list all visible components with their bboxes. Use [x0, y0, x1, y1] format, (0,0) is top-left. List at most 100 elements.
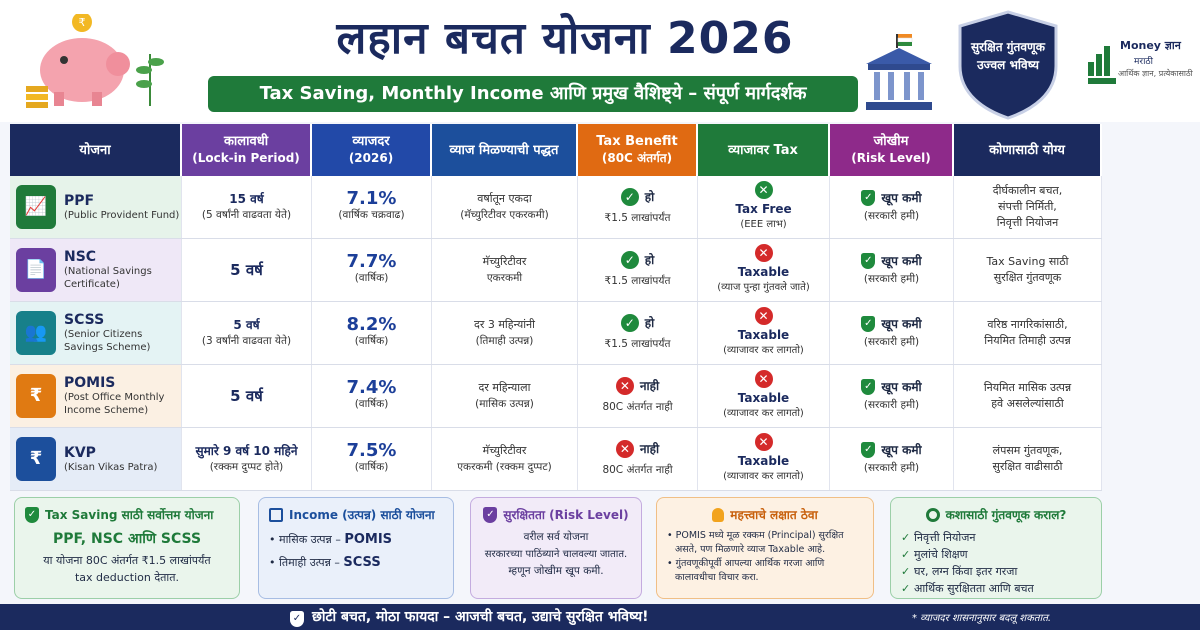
suitable-for-text: सुरक्षित वाढीसाठी [992, 460, 1063, 473]
tax-benefit-label: नाही [639, 379, 660, 393]
scheme-cell: ₹ KVP (Kisan Vikas Patra) [10, 428, 182, 490]
payout-note: एकरकमी [486, 272, 523, 284]
risk-cell: ✓ खूप कमी (सरकारी हमी) [830, 428, 954, 490]
scheme-text: KVP (Kisan Vikas Patra) [56, 445, 157, 474]
lockin-cell: सुमारे 9 वर्ष 10 महिने (रक्कम दुप्पट होते… [182, 428, 312, 490]
rate-cell: 8.2% (वार्षिक) [312, 302, 432, 364]
scheme-fullname: (Public Provident Fund) [64, 209, 180, 221]
suitable-for-text: हवे असलेल्यांसाठी [991, 397, 1064, 410]
page-title: लहान बचत योजना 2026 [336, 13, 794, 64]
lockin-cell: 5 वर्ष (3 वर्षांनी वाढवता येते) [182, 302, 312, 364]
shield-check-icon: ✓ [861, 253, 876, 269]
column-header: व्याज मिळण्याची पद्धत [432, 124, 578, 176]
rate-note: (वार्षिक) [354, 272, 389, 284]
card-list-item: ✓ घर, लग्न किंवा इतर गरजा [901, 563, 1091, 580]
check-icon: ✓ [901, 531, 915, 544]
check-icon: ✓ [901, 548, 915, 561]
scheme-name: PPF [64, 192, 95, 209]
tax-benefit-cell: ✕ नाही 80C अंतर्गत नाही [578, 365, 698, 427]
card-line: असते, पण मिळणारे व्याज Taxable आहे. [675, 544, 826, 555]
tax-benefit-cell: ✓ हो ₹1.5 लाखांपर्यंत [578, 239, 698, 301]
column-header-label: व्याज मिळण्याची पद्धत [449, 142, 559, 158]
interest-tax-note: (EEE लाभ) [740, 219, 787, 230]
suitable-for-text: संपत्ती निर्मिती, [998, 200, 1057, 213]
cross-circle-icon: ✕ [615, 440, 634, 458]
table-row: ₹ POMIS (Post Office Monthly Income Scheme… [10, 365, 1102, 428]
piggy-bank-icon: ₹ [26, 14, 164, 108]
card-list-item: ✓ आर्थिक सुरक्षितता आणि बचत [901, 580, 1091, 597]
suitable-for-cell: दीर्घकालीन बचत, संपत्ती निर्मिती, निवृत्ती… [954, 176, 1102, 238]
card-line: • तिमाही उत्पन्न – SCSS [269, 554, 443, 571]
payout-note: (तिमाही उत्पन्न) [475, 335, 534, 347]
footer-slogan: ✓ छोटी बचत, मोठा फायदा – आजची बचत, उद्याच… [290, 605, 649, 629]
suitable-for-text: वरिष्ठ नागरिकांसाठी, [987, 318, 1068, 331]
shield-check-icon: ✓ [483, 506, 498, 523]
risk-label: खूप कमी [881, 380, 922, 394]
risk-note: (सरकारी हमी) [863, 336, 920, 348]
seniors-icon: 👥 [16, 311, 56, 355]
suitable-for-cell: Tax Saving साठी सुरक्षित गुंतवणूक [954, 239, 1102, 301]
column-header-sublabel: (80C अंतर्गत) [601, 151, 673, 165]
shield-badge-text: सुरक्षित गुंतवणूक उज्वल भविष्य [960, 38, 1056, 74]
shield-icon [958, 10, 1058, 120]
card-title: सुरक्षितता (Risk Level) [503, 508, 629, 522]
table-header: योजना कालावधी (Lock-in Period) व्याजदर (2026… [10, 124, 1102, 176]
scheme-name: POMIS [64, 375, 116, 391]
card-investment-goals: कशासाठी गुंतवणूक कराल? ✓ निवृत्ती नियोजन… [890, 497, 1102, 599]
check-circle-icon: ✓ [620, 251, 639, 269]
table-row: 📄 NSC (National Savings Certificate) 5 वर्ष… [10, 239, 1102, 302]
envelope-rupee-icon: ₹ [16, 374, 56, 418]
scheme-cell: 👥 SCSS (Senior Citizens Savings Scheme) [10, 302, 182, 364]
interest-tax-label: Taxable [737, 391, 790, 405]
lockin-value: 5 वर्ष [230, 261, 263, 279]
risk-status: ✓ खूप कमी [861, 190, 922, 206]
interest-tax-label: Taxable [737, 328, 790, 342]
column-header: जोखीम (Risk Level) [830, 124, 954, 176]
risk-status: ✓ खूप कमी [861, 379, 922, 395]
card-list-text: आर्थिक सुरक्षितता आणि बचत [914, 582, 1034, 595]
tax-benefit-note: ₹1.5 लाखांपर्यंत [604, 338, 671, 350]
lockin-value: 5 वर्ष [233, 318, 260, 332]
table-row: ₹ KVP (Kisan Vikas Patra) सुमारे 9 वर्ष 10 … [10, 428, 1102, 491]
payout-note: (मॅच्युरिटीवर एकरकमी) [460, 209, 549, 221]
payout-cell: मॅच्युरिटीवर एकरकमी (रक्कम दुप्पट) [432, 428, 578, 490]
tax-benefit-note: 80C अंतर्गत नाही [602, 464, 673, 476]
card-list-item: ✓ निवृत्ती नियोजन [901, 529, 1091, 546]
tax-benefit-label: नाही [639, 442, 660, 456]
check-circle-icon: ✓ [620, 314, 639, 332]
card-list-item: ✓ मुलांचे शिक्षण [901, 546, 1091, 563]
suitable-for-text: निवृत्ती नियोजन [996, 216, 1059, 229]
lightbulb-icon [712, 507, 725, 522]
interest-tax-label: Taxable [737, 454, 790, 468]
interest-tax-cell: ✕ Tax Free (EEE लाभ) [698, 176, 830, 238]
scheme-text: PPF (Public Provident Fund) [56, 193, 179, 222]
suitable-for-cell: लंपसम गुंतवणूक, सुरक्षित वाढीसाठी [954, 428, 1102, 490]
shield-check-icon: ✓ [25, 506, 39, 523]
scheme-text: NSC (National Savings Certificate) [56, 249, 181, 291]
interest-tax-note: (व्याजावर कर लागतो) [723, 408, 804, 419]
calendar-icon [269, 507, 283, 522]
column-header-label: योजना [79, 142, 111, 158]
rate-cell: 7.7% (वार्षिक) [312, 239, 432, 301]
interest-rate: 7.5% [346, 440, 397, 461]
rate-cell: 7.5% (वार्षिक) [312, 428, 432, 490]
card-title: Tax Saving साठी सर्वोत्तम योजना [45, 508, 214, 522]
card-line-label: • तिमाही उत्पन्न – [269, 556, 344, 569]
cross-circle-icon: ✕ [754, 433, 773, 451]
lockin-note: (रक्कम दुप्पट होते) [209, 461, 284, 473]
column-header: कालावधी (Lock-in Period) [182, 124, 312, 176]
column-header-sublabel: (Risk Level) [851, 151, 931, 165]
cross-circle-icon: ✕ [754, 370, 773, 388]
rate-note: (वार्षिक) [354, 398, 389, 410]
shield-check-icon: ✓ [861, 379, 876, 395]
column-header-label: व्याजदर [352, 134, 390, 149]
lockin-value: 5 वर्ष [230, 387, 263, 405]
risk-cell: ✓ खूप कमी (सरकारी हमी) [830, 302, 954, 364]
interest-rate: 7.4% [346, 377, 397, 398]
tax-benefit-cell: ✓ हो ₹1.5 लाखांपर्यंत [578, 302, 698, 364]
risk-cell: ✓ खूप कमी (सरकारी हमी) [830, 365, 954, 427]
scheme-cell: 📈 PPF (Public Provident Fund) [10, 176, 182, 238]
risk-cell: ✓ खूप कमी (सरकारी हमी) [830, 176, 954, 238]
chart-up-icon: 📈 [16, 185, 56, 229]
risk-label: खूप कमी [881, 191, 922, 205]
